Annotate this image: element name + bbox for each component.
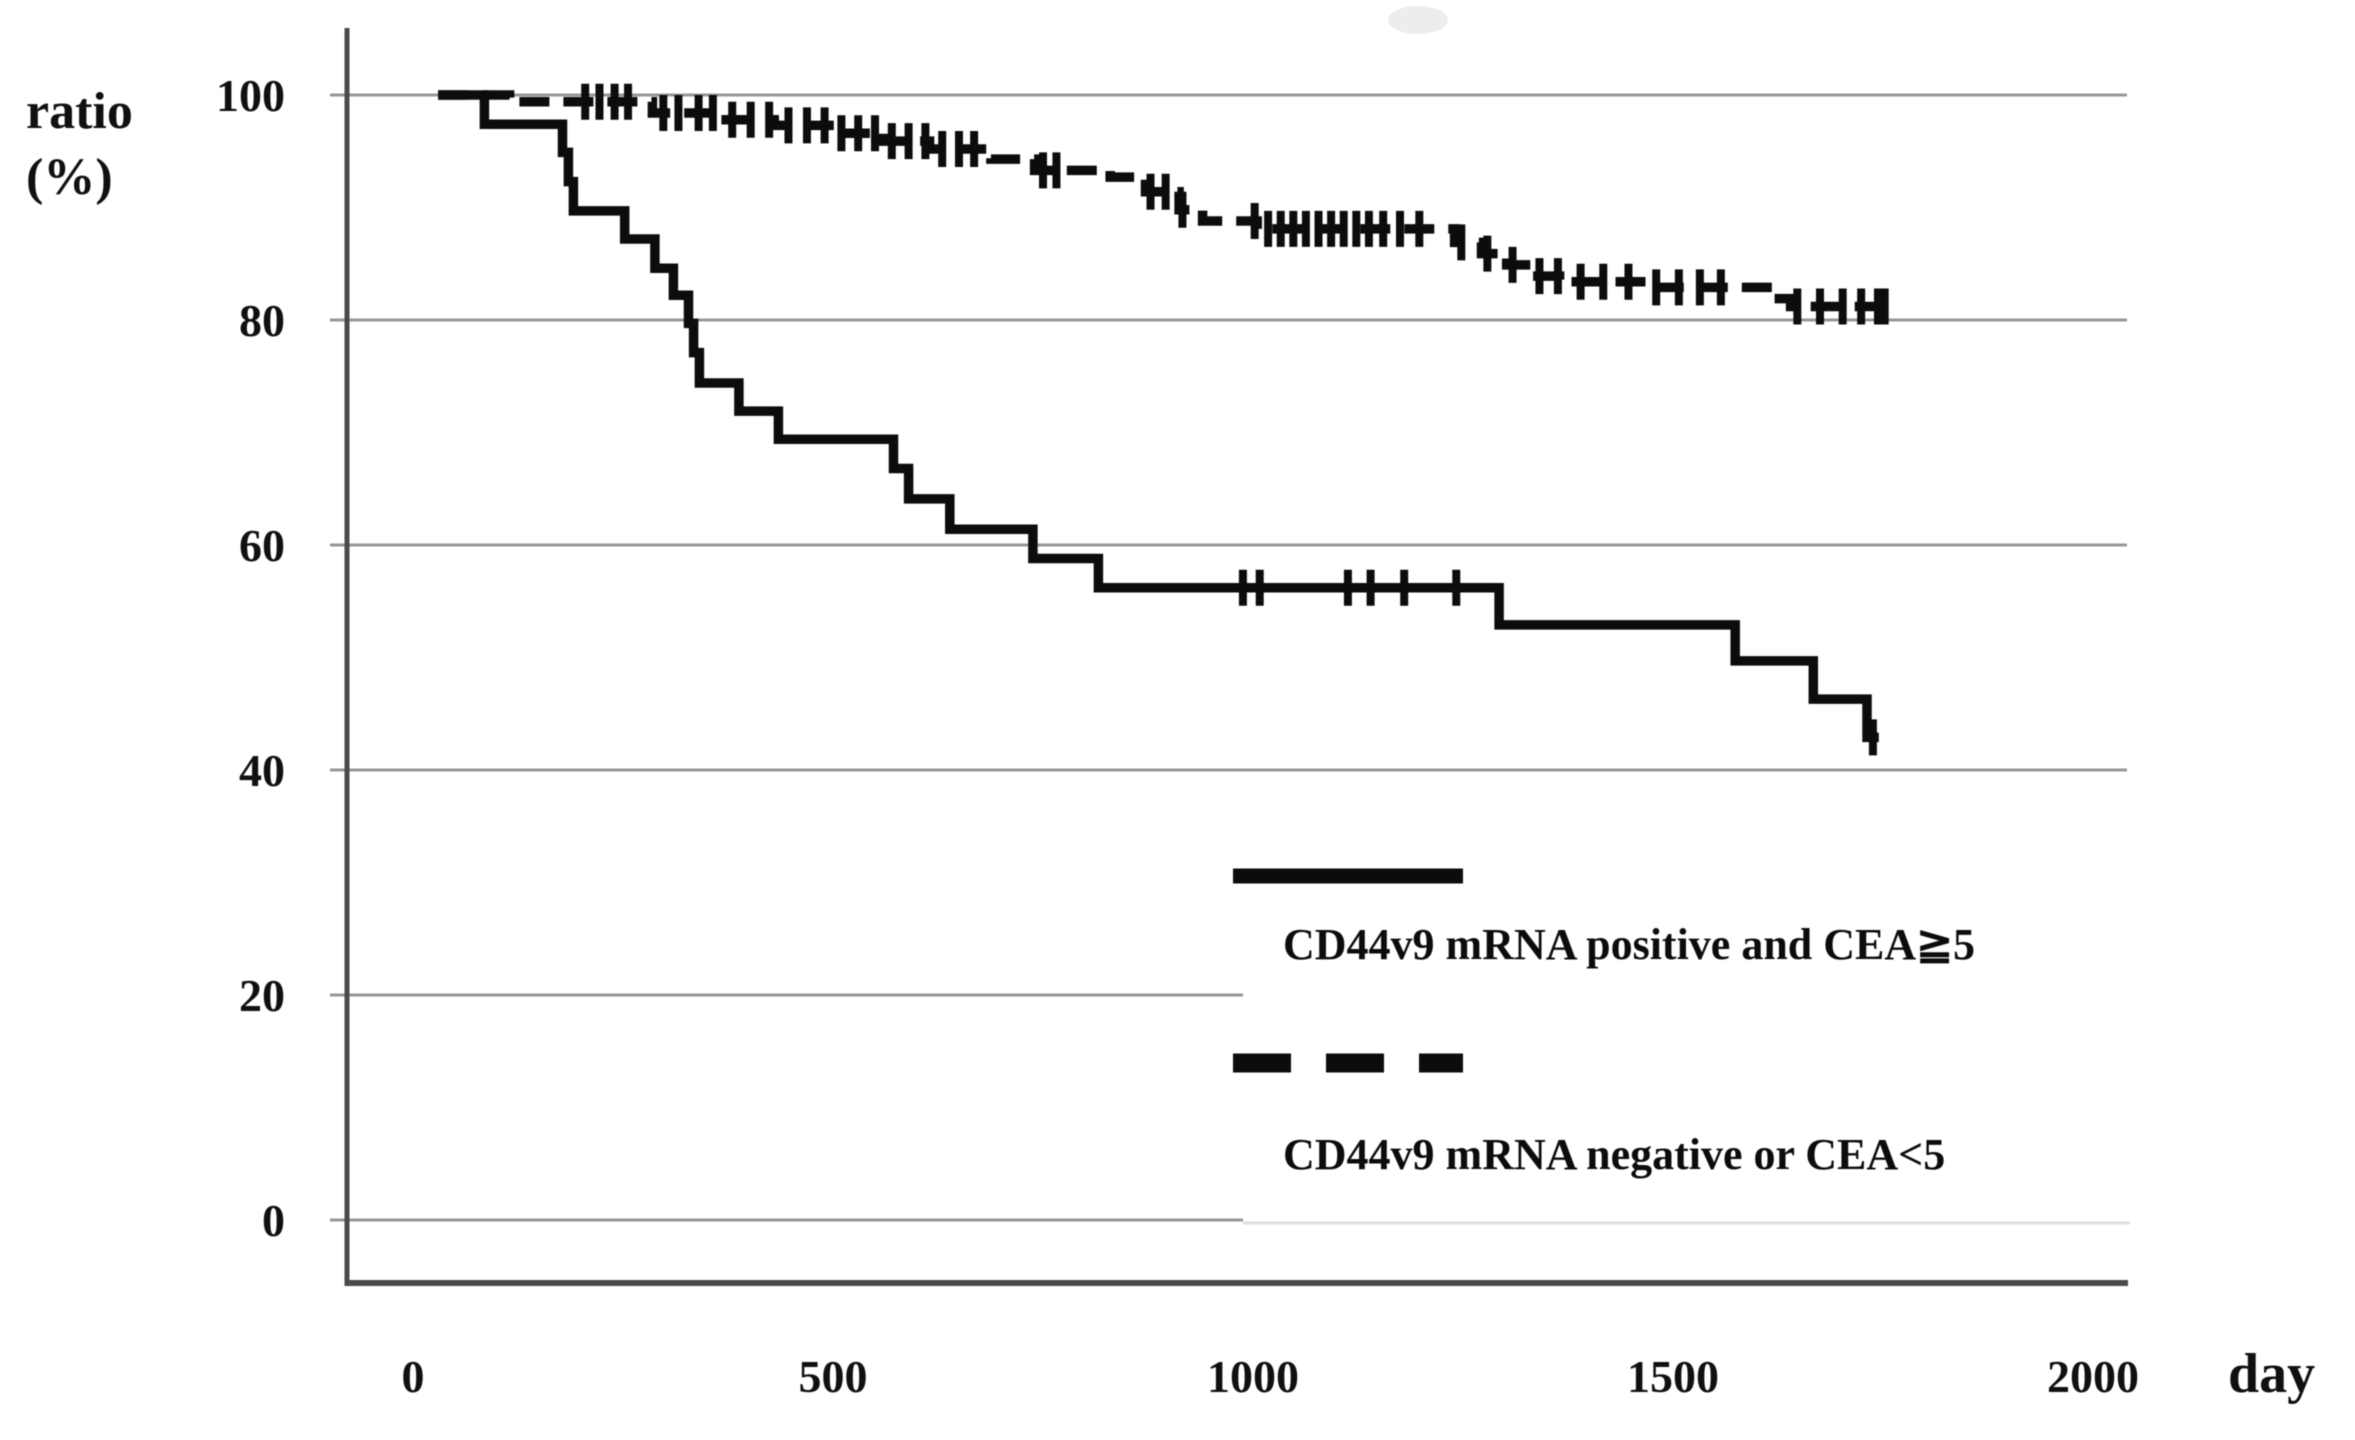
legend-samples-layer	[1233, 868, 1463, 1073]
y-tick-label-80: 80	[239, 295, 285, 346]
x-tick-label-2000: 2000	[2047, 1351, 2139, 1402]
y-tick-label-20: 20	[239, 970, 285, 1021]
x-tick-label-1500: 1500	[1627, 1351, 1719, 1402]
y-axis-title-line2: (%)	[26, 149, 113, 206]
y-tick-label-60: 60	[239, 520, 285, 571]
axes-layer	[344, 28, 2128, 1286]
gridlines-layer	[330, 6, 2130, 1225]
y-tick-label-0: 0	[262, 1195, 285, 1246]
top-artifact-smudge	[1388, 6, 1448, 34]
survival-curve-positive-solid	[438, 90, 1879, 743]
y-tick-label-40: 40	[239, 745, 285, 796]
curves-layer	[438, 83, 1889, 756]
y-axis-title-line1: ratio	[26, 83, 133, 140]
x-tick-label-0: 0	[402, 1351, 425, 1402]
y-tick-label-100: 100	[216, 70, 285, 121]
x-axis-title: day	[2228, 1343, 2315, 1405]
x-tick-label-500: 500	[799, 1351, 868, 1402]
legend-label-negative: CD44v9 mRNA negative or CEA<5	[1283, 1130, 1945, 1179]
x-tick-label-1000: 1000	[1207, 1351, 1299, 1402]
legend-label-positive: CD44v9 mRNA positive and CEA≧5	[1283, 920, 1975, 969]
